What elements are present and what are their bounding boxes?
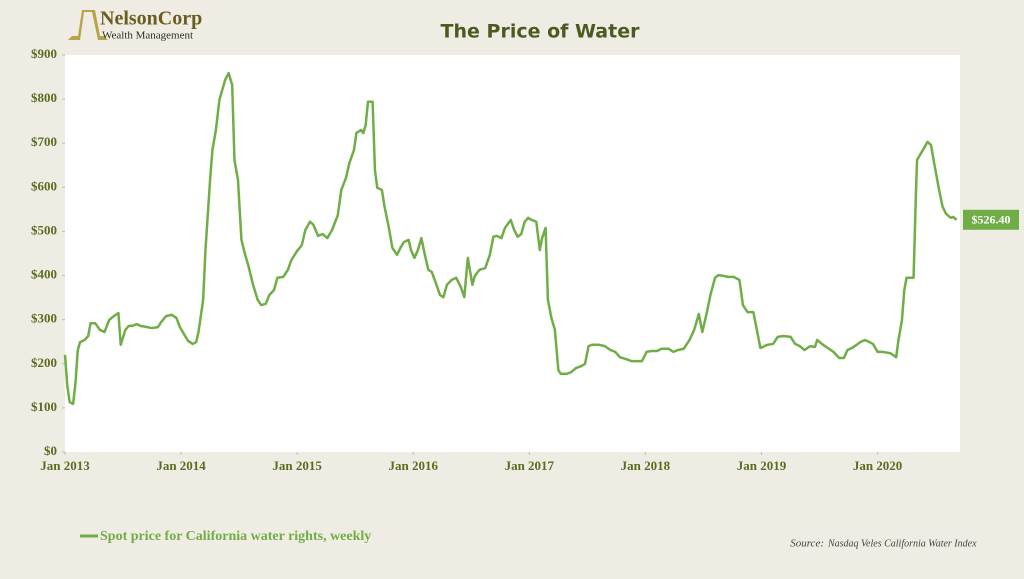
y-tick-label: $300	[31, 311, 57, 326]
x-tick-label: Jan 2013	[40, 458, 90, 473]
y-tick-label: $500	[31, 222, 57, 237]
end-label: $526.40	[972, 213, 1011, 227]
x-tick-label: Jan 2018	[621, 458, 671, 473]
legend-label: Spot price for California water rights, …	[100, 529, 371, 544]
y-tick-label: $0	[44, 443, 57, 458]
y-tick-label: $400	[31, 267, 57, 282]
y-tick-label: $200	[31, 355, 57, 370]
y-tick-label: $800	[31, 90, 57, 105]
x-tick-label: Jan 2017	[505, 458, 555, 473]
logo-tagline: Wealth Management	[102, 30, 193, 42]
y-tick-label: $600	[31, 178, 57, 193]
x-tick-label: Jan 2015	[272, 458, 322, 473]
y-tick-label: $700	[31, 134, 57, 149]
line	[63, 71, 958, 406]
logo-name: NelsonCorp	[100, 8, 202, 30]
source-label: Source:	[790, 538, 824, 550]
logo-mark	[68, 10, 108, 40]
y-tick-label: $900	[31, 46, 57, 61]
x-tick-label: Jan 2014	[156, 458, 206, 473]
x-tick-label: Jan 2016	[389, 458, 439, 473]
logo: NelsonCorp Wealth Management	[68, 8, 202, 42]
y-tick-label: $100	[31, 399, 57, 414]
x-tick-label: Jan 2020	[853, 458, 902, 473]
end-label-box	[963, 209, 1019, 230]
x-tick-label: Jan 2019	[737, 458, 787, 473]
source: Nasdaq Veles California Water Index	[827, 538, 977, 549]
chart-title: The Price of Water	[441, 21, 641, 43]
plot-area	[65, 55, 960, 452]
